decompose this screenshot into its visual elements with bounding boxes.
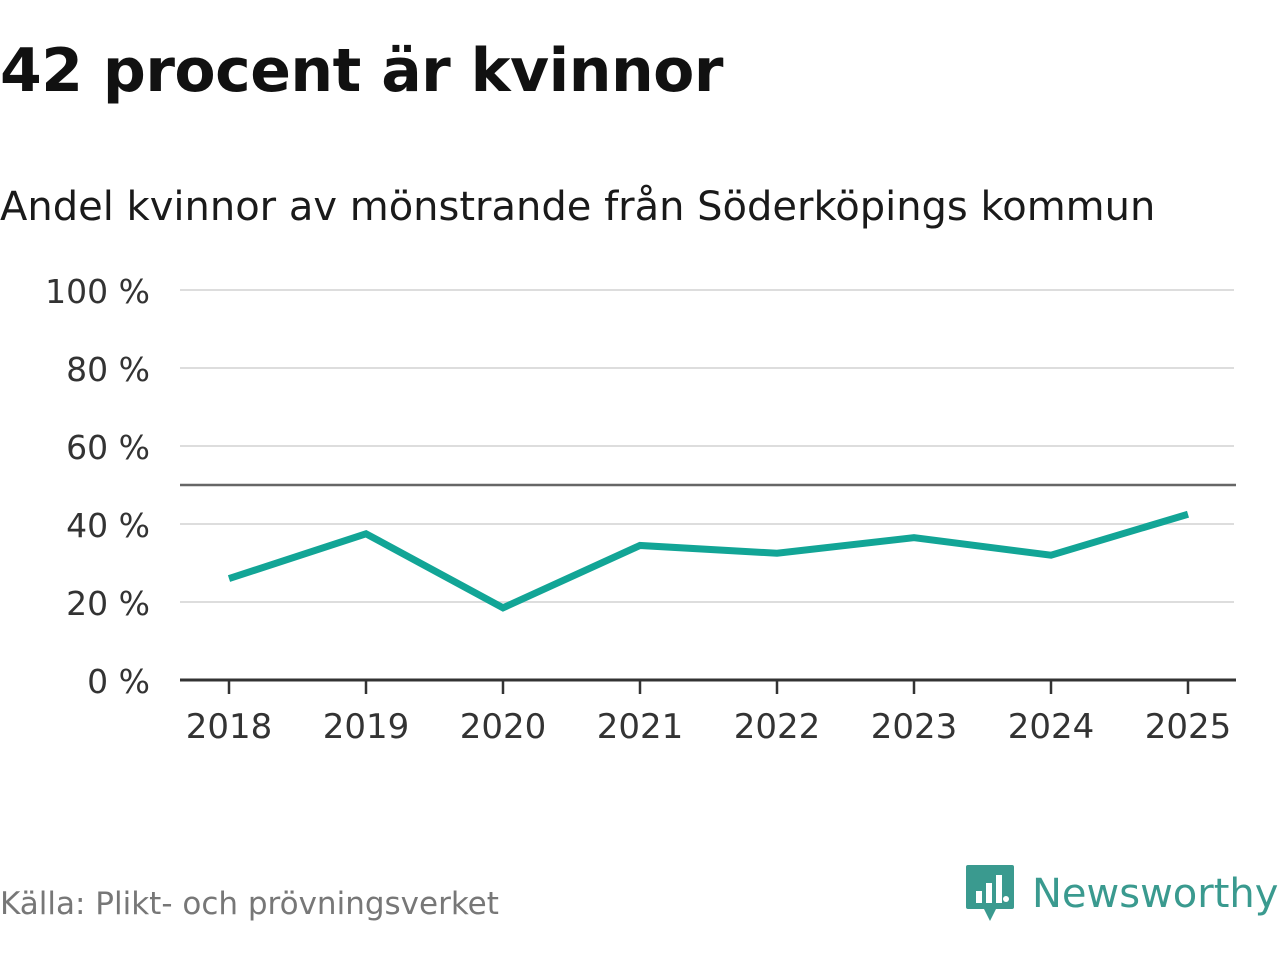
y-tick-label: 40 % [66, 506, 150, 545]
series-line [227, 510, 1190, 612]
y-axis-ticks: 0 % 20 % 40 % 60 % 80 % 100 % [45, 272, 150, 701]
y-tick-label: 100 % [45, 272, 150, 311]
x-tick-label: 2024 [1008, 707, 1095, 747]
x-tick-label: 2021 [597, 707, 684, 747]
source-note: Källa: Plikt- och prövningsverket [0, 886, 499, 922]
x-tick-label: 2020 [460, 707, 547, 747]
x-tick-label: 2023 [871, 707, 958, 747]
y-tick-label: 0 % [87, 662, 150, 701]
x-axis-ticks: 2018 2019 2020 2021 2022 2023 2024 2025 [186, 680, 1232, 747]
x-tick-label: 2018 [186, 707, 273, 747]
series-layer [227, 510, 1190, 612]
brand-name: Newsworthy [1032, 871, 1279, 917]
y-tick-label: 20 % [66, 584, 150, 623]
x-tick-label: 2022 [734, 707, 821, 747]
x-tick-label: 2025 [1145, 707, 1232, 747]
chart-subtitle: Andel kvinnor av mönstrande från Söderkö… [0, 184, 1156, 230]
y-tick-label: 60 % [66, 428, 150, 467]
y-tick-label: 80 % [66, 350, 150, 389]
newsworthy-brand[interactable]: Newsworthy [964, 862, 1278, 926]
newsworthy-logo-icon [966, 865, 1014, 921]
gridlines [180, 289, 1236, 603]
x-tick-label: 2019 [323, 707, 410, 747]
chart-title: 42 procent är kvinnor [0, 36, 723, 106]
